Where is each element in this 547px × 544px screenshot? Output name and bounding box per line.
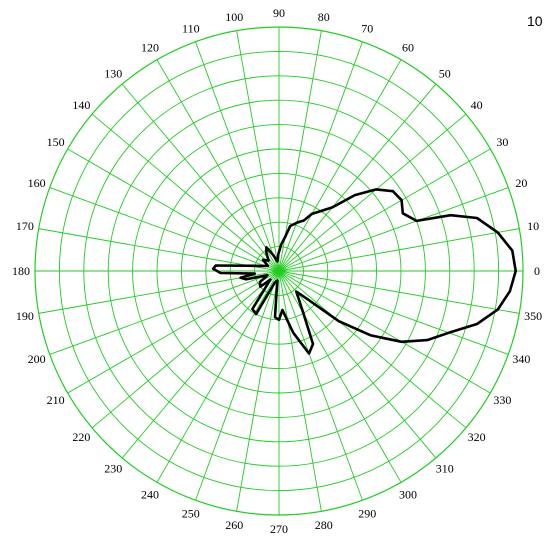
grid-spoke [67,270,280,394]
grid-spoke [91,270,280,429]
grid-spoke [38,228,280,272]
angle-tick-label: 40 [471,98,483,112]
angle-tick-label: 110 [182,22,200,36]
grid-spoke [278,270,322,512]
angle-tick-label: 30 [496,135,508,149]
angle-tick-label: 300 [399,487,417,501]
grid-spoke [278,270,509,355]
angle-tick-label: 260 [225,518,243,532]
angle-tick-labels: 0 10 20 30 40 50 60 70 80 90 100 110 120 130 140 150 160… [12,6,542,536]
grid-spoke [156,270,280,483]
grid-spoke [278,270,402,483]
angle-tick-label: 130 [104,66,122,80]
grid-spoke [49,270,280,355]
angle-tick-label: 10 [527,219,539,233]
angle-tick-label: 230 [104,462,122,476]
grid-spoke [278,270,467,429]
grid-spoke [278,113,467,272]
angle-tick-label: 280 [315,518,333,532]
grid-spoke [156,59,280,272]
grid-spoke [278,59,402,272]
angle-tick-label: 330 [493,393,511,407]
angle-tick-label: 210 [47,393,65,407]
grid-spoke [49,187,280,272]
angle-tick-label: 200 [28,352,46,366]
angle-tick-label: 160 [28,176,46,190]
angle-tick-label: 0 [534,264,540,278]
angle-tick-label: 60 [402,41,414,55]
grid-spoke [236,270,280,512]
angle-tick-label: 220 [72,430,90,444]
angle-tick-label: 90 [273,6,285,20]
angle-tick-label: 170 [16,219,34,233]
grid-spoke [91,113,280,272]
angular-grid-spokes [35,27,523,515]
outer-boundary-circle [34,26,524,516]
grid-spoke [278,83,437,272]
angle-tick-label: 150 [47,135,65,149]
grid-spoke [121,83,280,272]
angle-tick-label: 240 [141,487,159,501]
angle-tick-label: 270 [270,522,288,536]
angle-tick-label: 320 [468,430,486,444]
angle-tick-label: 290 [358,506,376,520]
grid-spoke [278,270,520,314]
angle-tick-label: 50 [439,66,451,80]
grid-spoke [278,30,322,272]
grid-spoke [278,41,363,272]
grid-spoke [236,30,280,272]
angle-tick-label: 310 [436,462,454,476]
grid-spoke [195,270,280,501]
angle-tick-label: 20 [515,176,527,190]
angle-tick-label: 180 [12,264,30,278]
grid-spoke [38,270,280,314]
grid-spoke [278,270,491,394]
angle-tick-label: 70 [361,22,373,36]
grid-spoke [67,148,280,272]
grid-spoke [195,41,280,272]
grid-spoke [278,228,520,272]
series-line [211,188,517,355]
angle-tick-label: 340 [512,352,530,366]
corner-label: 10 [527,13,543,29]
angle-tick-label: 100 [225,10,243,24]
grid-spoke [278,270,437,459]
angle-tick-label: 120 [141,41,159,55]
grid-spoke [278,270,363,501]
grid-spoke [121,270,280,459]
grid-spoke [278,148,491,272]
grid-spoke [278,187,509,272]
angle-tick-label: 140 [72,98,90,112]
angle-tick-label: 250 [182,506,200,520]
angle-tick-label: 190 [16,309,34,323]
angle-tick-label: 350 [524,309,542,323]
angle-tick-label: 80 [318,10,330,24]
